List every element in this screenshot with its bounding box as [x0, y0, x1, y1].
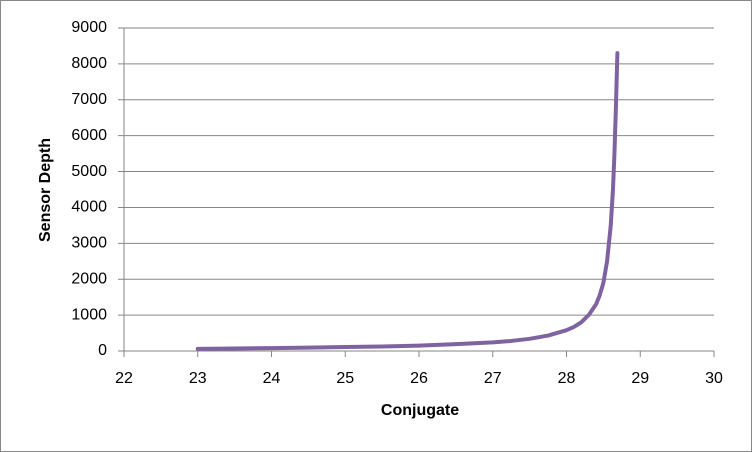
x-tick-label: 29 [631, 370, 649, 387]
y-tick-label: 5000 [71, 163, 107, 180]
x-tick-label: 28 [558, 370, 576, 387]
data-line [195, 51, 620, 351]
y-axis-label: Sensor Depth [37, 138, 54, 242]
y-tick-label: 6000 [71, 127, 107, 144]
y-tick-label: 8000 [71, 55, 107, 72]
x-tick-label: 23 [189, 370, 207, 387]
x-axis-label: Conjugate [381, 402, 459, 419]
y-tick-label: 4000 [71, 199, 107, 216]
y-tick-label: 2000 [71, 270, 107, 287]
x-tick-label: 30 [705, 370, 723, 387]
y-tick-label: 3000 [71, 235, 107, 252]
y-tick-label: 1000 [71, 306, 107, 323]
x-tick-label: 26 [410, 370, 428, 387]
y-tick-label: 9000 [71, 19, 107, 36]
x-tick-label: 24 [263, 370, 281, 387]
x-tick-label: 22 [115, 370, 133, 387]
y-tick-label: 7000 [71, 91, 107, 108]
x-tick-label: 25 [336, 370, 354, 387]
x-tick-label: 27 [484, 370, 502, 387]
y-tick-label: 0 [98, 342, 107, 359]
